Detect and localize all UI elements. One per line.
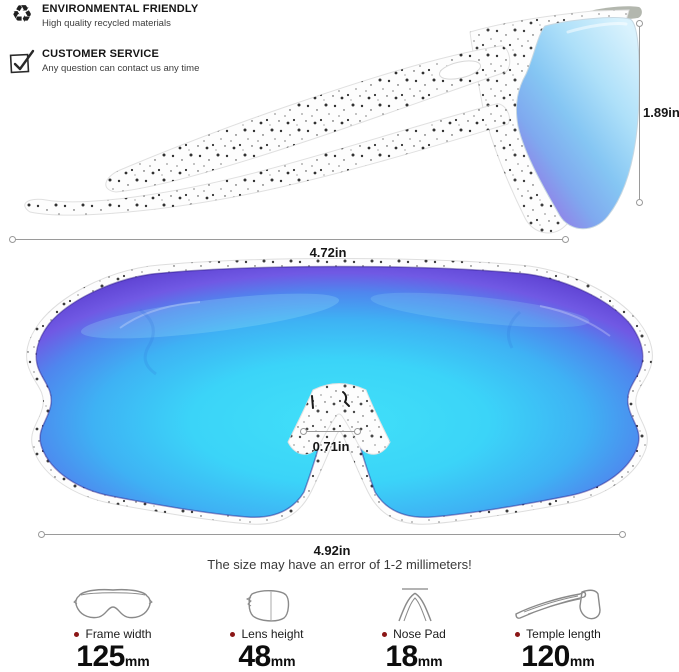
spec-value: 48: [238, 640, 271, 672]
checkbox-check-icon: [2, 47, 42, 75]
measure-endpoint: [636, 20, 643, 27]
size-error-note: The size may have an error of 1-2 millim…: [207, 557, 472, 572]
spec-value: 120: [521, 640, 570, 672]
measure-line-lens-height: [639, 27, 640, 199]
spec-unit: mm: [124, 653, 150, 669]
measure-endpoint: [619, 531, 626, 538]
spec-unit: mm: [569, 653, 595, 669]
side-view-sunglasses: [24, 6, 642, 234]
spec-label: Lens height: [241, 627, 304, 641]
bullet-dot: [230, 631, 236, 637]
feature-customer-service: CUSTOMER SERVICE Any question can contac…: [2, 47, 199, 75]
spec-frame-width: Frame width 125mm: [43, 584, 183, 672]
measure-label-front-width: 4.92in: [313, 543, 351, 558]
spec-value: 18: [385, 640, 418, 672]
measure-endpoint: [562, 236, 569, 243]
measure-line-front-width: [42, 534, 622, 535]
feature-title: ENVIRONMENTAL FRIENDLY: [42, 3, 199, 15]
spec-unit: mm: [270, 653, 296, 669]
measure-label-nose-gap: 0.71in: [312, 439, 350, 454]
measure-endpoint: [636, 199, 643, 206]
spec-unit: mm: [417, 653, 443, 669]
front-view-sunglasses: [26, 258, 653, 525]
measure-line-side-width: [12, 239, 565, 240]
measure-label-lens-height: 1.89in: [643, 105, 679, 120]
bullet-dot: [382, 631, 388, 637]
feature-subtitle: High quality recycled materials: [42, 18, 171, 29]
feature-subtitle: Any question can contact us any time: [42, 63, 200, 74]
spec-value: 125: [76, 640, 125, 672]
measure-endpoint: [38, 531, 45, 538]
bullet-dot: [515, 631, 521, 637]
spec-label: Nose Pad: [393, 627, 446, 641]
feature-environmental: ♻ ENVIRONMENTAL FRIENDLY High quality re…: [2, 2, 198, 29]
bullet-dot: [74, 631, 80, 637]
recycle-icon: ♻: [11, 0, 33, 28]
spec-label: Temple length: [526, 627, 601, 641]
nose-pad-icon: [344, 584, 484, 624]
measure-line-nose-gap: [305, 431, 357, 432]
spec-label: Frame width: [85, 627, 152, 641]
lens-icon: [197, 584, 337, 624]
feature-title: CUSTOMER SERVICE: [42, 48, 160, 60]
spec-lens-height: Lens height 48mm: [197, 584, 337, 672]
spec-nose-pad: Nose Pad 18mm: [344, 584, 484, 672]
spec-temple-length: Temple length 120mm: [488, 584, 628, 672]
measure-endpoint: [300, 428, 307, 435]
temple-icon: [488, 584, 628, 624]
measure-label-side-width: 4.72in: [309, 245, 347, 260]
measure-endpoint: [354, 428, 361, 435]
frame-front-icon: [43, 584, 183, 624]
measure-endpoint: [9, 236, 16, 243]
